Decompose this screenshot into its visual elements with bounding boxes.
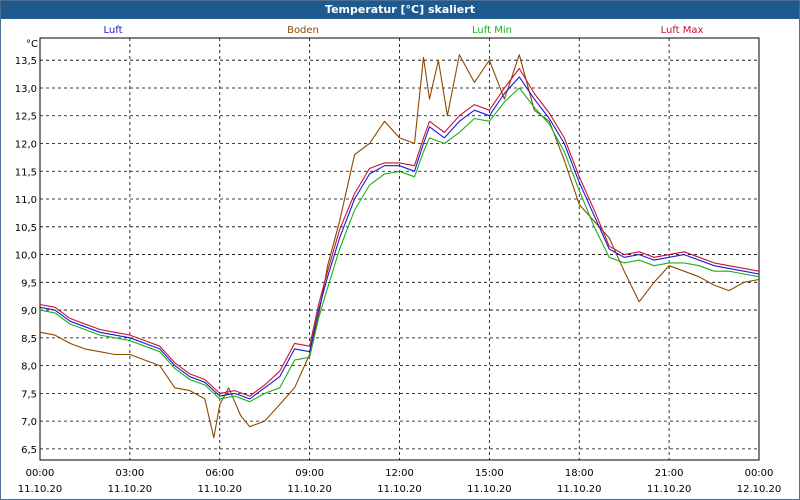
x-tick-date-label: 12.10.20	[737, 484, 782, 495]
y-tick-label: 7,0	[21, 417, 37, 428]
y-tick-label: 12,5	[15, 112, 37, 123]
y-tick-label: 13,5	[15, 56, 37, 67]
window-title: Temperatur [°C] skaliert	[1, 1, 799, 19]
series-line	[39, 67, 760, 397]
x-tick-time-label: 21:00	[655, 468, 684, 479]
y-tick-label: 6,5	[21, 445, 37, 456]
y-tick-label: 10,5	[15, 223, 37, 234]
x-tick-time-label: 18:00	[565, 468, 594, 479]
y-tick-label: 11,5	[15, 167, 37, 178]
legend-entry: Luft Min	[472, 25, 512, 36]
x-tick-time-label: 00:00	[26, 468, 55, 479]
x-tick-time-label: 09:00	[295, 468, 324, 479]
y-tick-label: 12,0	[15, 140, 37, 151]
x-tick-date-label: 11.10.20	[108, 484, 153, 495]
legend-entry: Boden	[287, 25, 319, 36]
series-line	[39, 87, 760, 403]
x-tick-date-label: 11.10.20	[557, 484, 602, 495]
legend-entry: Luft	[104, 25, 123, 36]
x-tick-date-label: 11.10.20	[467, 484, 512, 495]
y-tick-label: 10,0	[15, 251, 37, 262]
x-tick-date-label: 11.10.20	[197, 484, 242, 495]
legend-entry: Luft Max	[661, 25, 704, 36]
x-tick-time-label: 00:00	[745, 468, 774, 479]
series-line	[39, 76, 760, 400]
y-tick-label: 9,0	[21, 306, 37, 317]
x-tick-date-label: 11.10.20	[18, 484, 63, 495]
y-tick-label: 11,0	[15, 195, 37, 206]
x-tick-time-label: 15:00	[475, 468, 504, 479]
x-tick-time-label: 03:00	[115, 468, 144, 479]
x-tick-date-label: 11.10.20	[377, 484, 422, 495]
y-tick-label: 8,0	[21, 362, 37, 373]
x-tick-date-label: 11.10.20	[647, 484, 692, 495]
y-tick-label: 7,5	[21, 389, 37, 400]
series-line	[39, 54, 760, 439]
x-tick-date-label: 11.10.20	[287, 484, 332, 495]
x-tick-time-label: 12:00	[385, 468, 414, 479]
y-axis-label: °C	[26, 39, 38, 50]
y-tick-label: 8,5	[21, 334, 37, 345]
x-tick-time-label: 06:00	[205, 468, 234, 479]
y-tick-label: 9,5	[21, 278, 37, 289]
y-tick-label: 13,0	[15, 84, 37, 95]
